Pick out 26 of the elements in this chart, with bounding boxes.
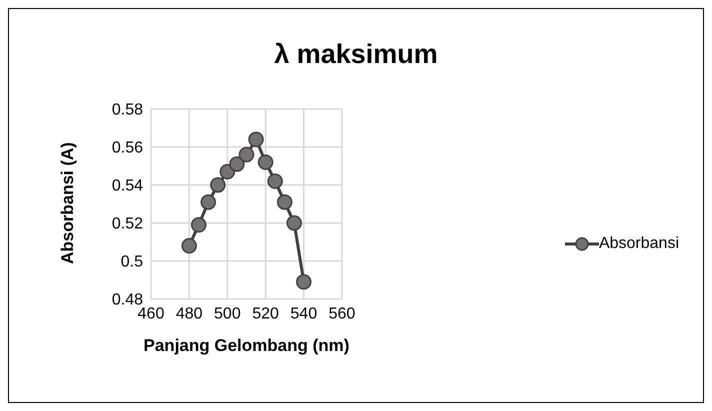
y-axis-title: Absorbansi (A) [58,142,78,264]
y-tick-label: 0.52 [112,216,144,233]
y-tick-label: 0.5 [120,254,144,271]
x-tick-label: 560 [328,305,356,322]
y-tick-label: 0.58 [112,102,144,119]
point [258,154,274,170]
legend-label: Absorbansi [598,235,679,253]
point [238,146,254,162]
point [229,156,245,172]
point [210,177,226,193]
point [181,238,197,254]
x-axis-title: Panjang Gelombang (nm) [144,336,350,355]
point [286,215,302,231]
x-tick-label: 520 [252,305,280,322]
point [200,194,216,210]
point [296,274,312,290]
point [267,173,283,189]
y-tick-label: 0.56 [112,140,144,157]
x-tick-label: 500 [214,305,241,322]
chart-title: λ maksimum [273,39,439,70]
point [190,217,206,233]
x-tick-label: 540 [290,305,318,322]
x-tick-label: 480 [176,305,203,322]
point [248,132,264,148]
y-tick-label: 0.54 [112,178,144,195]
point [276,194,292,210]
